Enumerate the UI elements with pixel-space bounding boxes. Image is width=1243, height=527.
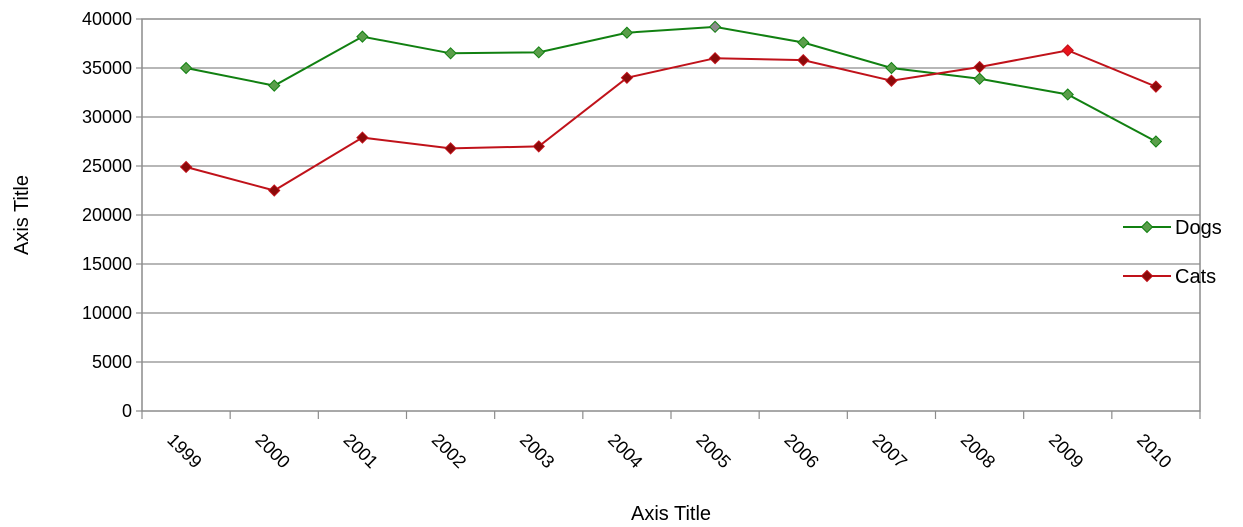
legend-item-dogs: Dogs — [1123, 217, 1222, 239]
data-point — [268, 79, 281, 92]
x-tick-label: 2006 — [780, 430, 822, 472]
data-point — [268, 184, 281, 197]
y-tick-label: 20000 — [82, 205, 132, 225]
legend-label: Dogs — [1175, 217, 1222, 239]
x-tick-label: 2009 — [1045, 430, 1087, 472]
data-point — [708, 20, 722, 34]
x-tick-label: 2001 — [340, 430, 382, 472]
data-point — [1061, 44, 1074, 57]
x-tick-label: 2000 — [251, 430, 293, 472]
data-point — [356, 131, 369, 144]
y-tick-label: 10000 — [82, 303, 132, 323]
y-tick-label: 25000 — [82, 156, 132, 176]
data-point — [532, 46, 545, 59]
x-tick-labels: 1999 2000 2001 2002 2003 2004 2005 2006 2007 2008… — [163, 430, 1175, 472]
y-axis-title: Axis Title — [11, 175, 33, 255]
x-tick-label: 2010 — [1133, 430, 1175, 472]
data-point — [620, 71, 634, 85]
data-point — [179, 61, 193, 75]
data-point — [797, 53, 810, 67]
x-axis-title: Axis Title — [631, 503, 711, 525]
series-line — [185, 49, 1157, 192]
axes — [136, 18, 1201, 419]
data-point — [532, 140, 545, 153]
data-point — [1061, 88, 1074, 101]
data-point — [620, 26, 634, 39]
series-dogs — [179, 20, 1163, 148]
y-tick-labels: 0 5000 10000 15000 20000 25000 30000 35000 40000 — [82, 9, 132, 421]
series-line — [185, 25, 1157, 143]
data-point — [708, 51, 722, 65]
gridlines — [142, 67, 1200, 363]
x-tick-label: 2005 — [692, 430, 734, 472]
legend-label: Cats — [1175, 266, 1216, 288]
x-tick-label: 2007 — [869, 430, 911, 472]
data-point — [1149, 80, 1163, 93]
legend-marker — [1140, 220, 1154, 234]
data-point — [885, 74, 898, 87]
data-point — [797, 36, 810, 49]
y-tick-label: 0 — [122, 401, 132, 421]
data-point — [179, 160, 193, 174]
data-point — [1149, 135, 1163, 148]
y-tick-label: 40000 — [82, 9, 132, 29]
legend-marker — [1140, 269, 1154, 283]
data-point — [973, 72, 986, 85]
x-tick-label: 2004 — [604, 430, 646, 472]
x-tick-label: 2003 — [516, 430, 558, 472]
x-tick-label: 1999 — [163, 430, 205, 472]
data-point — [885, 61, 898, 75]
y-tick-label: 30000 — [82, 107, 132, 127]
x-tick-label: 2008 — [957, 430, 999, 472]
x-tick-label: 2002 — [428, 430, 470, 472]
legend: Dogs Cats — [1123, 217, 1222, 288]
legend-item-cats: Cats — [1123, 266, 1216, 288]
data-point — [444, 142, 457, 155]
series-cats — [179, 44, 1163, 197]
data-point — [356, 30, 369, 43]
series — [179, 20, 1163, 197]
data-point — [444, 47, 457, 60]
y-tick-label: 5000 — [92, 352, 132, 372]
y-tick-label: 15000 — [82, 254, 132, 274]
y-tick-label: 35000 — [82, 58, 132, 78]
data-point — [973, 60, 986, 74]
